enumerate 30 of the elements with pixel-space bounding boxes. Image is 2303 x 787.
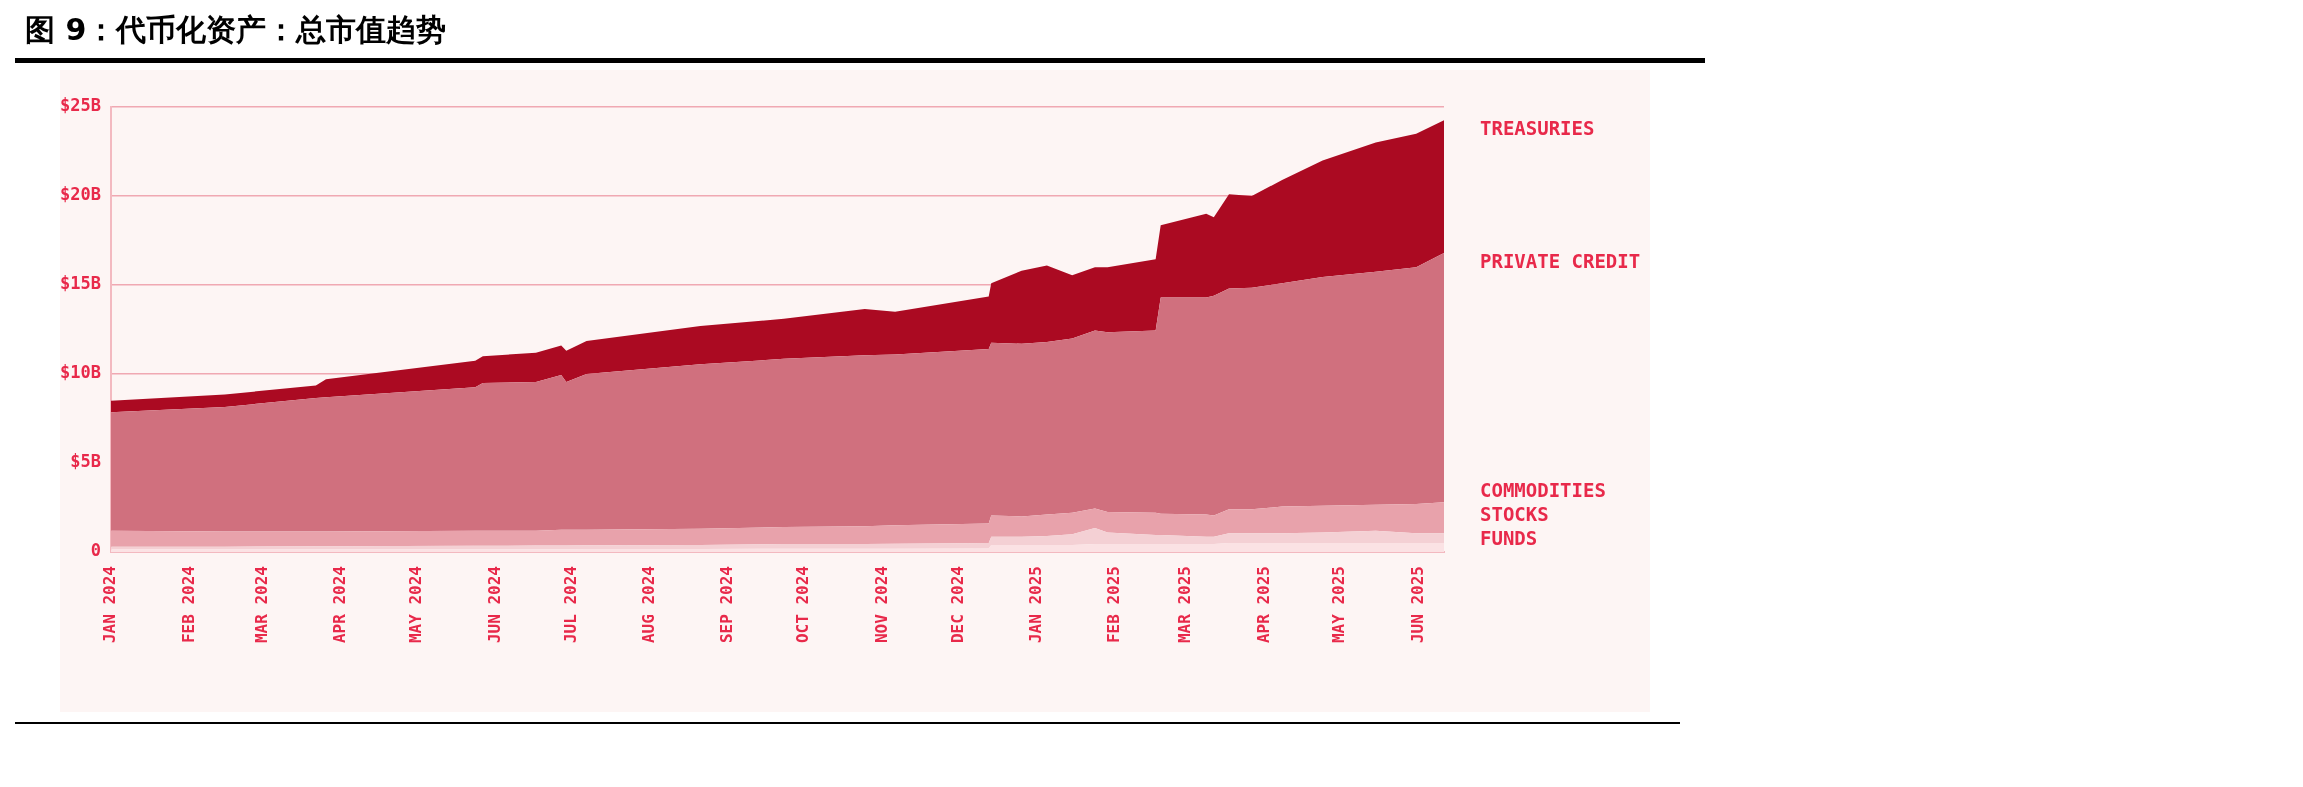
x-tick-label: FEB 2025 (1104, 566, 1124, 644)
series-label: PRIVATE CREDIT (1480, 249, 1641, 272)
x-tick-label: FEB 2024 (178, 566, 198, 644)
series-label: COMMODITIES (1480, 478, 1606, 501)
x-tick-label: SEP 2024 (717, 566, 737, 644)
x-tick-label: JAN 2024 (100, 566, 120, 644)
y-tick-label: $15B (60, 273, 101, 294)
x-tick-label: APR 2024 (330, 566, 350, 644)
series-label: TREASURIES (1480, 117, 1595, 140)
series-label: FUNDS (1480, 526, 1538, 549)
x-tick-label: JUN 2025 (1407, 566, 1427, 644)
x-tick-label: MAY 2025 (1329, 566, 1349, 644)
series-label: STOCKS (1480, 502, 1549, 525)
chart-title: 图 9：代币化资产：总市值趋势 (25, 11, 447, 49)
y-tick-label: $10B (60, 362, 101, 383)
x-tick-label: JUL 2024 (560, 566, 580, 644)
x-tick-label: JAN 2025 (1025, 566, 1045, 644)
y-tick-label: $25B (60, 95, 101, 116)
x-tick-label: APR 2025 (1253, 566, 1273, 644)
x-tick-label: MAR 2024 (251, 566, 271, 644)
y-tick-label: 0 (90, 540, 101, 561)
x-tick-label: OCT 2024 (793, 566, 813, 644)
x-tick-label: AUG 2024 (638, 566, 658, 644)
x-tick-label: JUN 2024 (484, 566, 504, 644)
y-tick-label: $5B (70, 451, 101, 472)
y-tick-label: $20B (60, 184, 101, 205)
x-tick-label: MAY 2024 (406, 566, 426, 644)
x-tick-label: NOV 2024 (871, 566, 891, 644)
x-tick-label: MAR 2025 (1175, 566, 1195, 644)
x-tick-label: DEC 2024 (947, 566, 967, 644)
